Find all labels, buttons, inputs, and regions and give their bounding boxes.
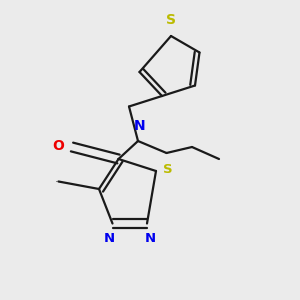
Text: methyl: methyl	[56, 180, 60, 181]
Text: S: S	[164, 163, 173, 176]
Text: N: N	[104, 232, 115, 245]
Text: N: N	[134, 119, 145, 134]
Text: N: N	[144, 232, 156, 245]
Text: O: O	[52, 139, 64, 152]
Text: S: S	[166, 13, 176, 27]
